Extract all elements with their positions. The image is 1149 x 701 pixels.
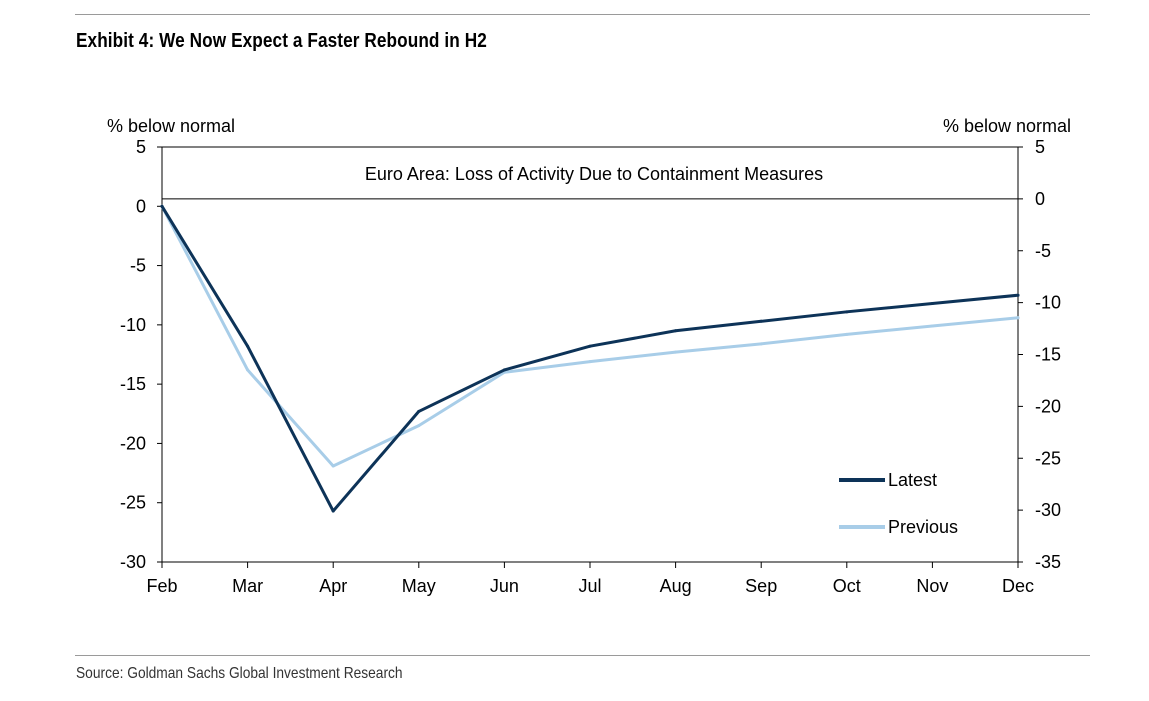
data-point-previous bbox=[417, 424, 421, 428]
y-left-tick-label: 0 bbox=[136, 196, 146, 216]
data-point-previous bbox=[759, 342, 763, 346]
data-point-latest bbox=[502, 368, 506, 372]
top-rule bbox=[75, 14, 1090, 15]
x-tick-label: Apr bbox=[319, 576, 347, 596]
x-tick-label: Jul bbox=[578, 576, 601, 596]
exhibit-title: Exhibit 4: We Now Expect a Faster Reboun… bbox=[76, 30, 487, 52]
y-right-tick-label: 5 bbox=[1035, 137, 1045, 157]
data-point-latest bbox=[845, 310, 849, 314]
y-axis-label-left: % below normal bbox=[107, 116, 235, 136]
y-axis-label-right: % below normal bbox=[943, 116, 1071, 136]
data-point-previous bbox=[588, 360, 592, 364]
x-tick-label: May bbox=[402, 576, 436, 596]
y-right-tick-label: -10 bbox=[1035, 293, 1061, 313]
y-left-tick-label: -20 bbox=[120, 433, 146, 453]
y-right-tick-label: -15 bbox=[1035, 345, 1061, 365]
y-left-tick-label: -10 bbox=[120, 315, 146, 335]
legend-label-latest: Latest bbox=[888, 470, 937, 490]
x-tick-label: Aug bbox=[660, 576, 692, 596]
data-point-previous bbox=[674, 350, 678, 354]
x-tick-label: Sep bbox=[745, 576, 777, 596]
data-point-previous bbox=[1016, 316, 1020, 320]
data-point-latest bbox=[331, 509, 335, 513]
y-left-tick-label: 5 bbox=[136, 137, 146, 157]
y-right-tick-label: -5 bbox=[1035, 241, 1051, 261]
chart-title: Euro Area: Loss of Activity Due to Conta… bbox=[365, 164, 823, 184]
y-left-tick-label: -25 bbox=[120, 493, 146, 513]
y-left-tick-label: -5 bbox=[130, 256, 146, 276]
bottom-rule bbox=[75, 655, 1090, 656]
y-right-tick-label: -20 bbox=[1035, 396, 1061, 416]
series-line-latest bbox=[160, 204, 1020, 513]
y-left-tick-label: -30 bbox=[120, 552, 146, 572]
x-tick-label: Jun bbox=[490, 576, 519, 596]
x-tick-label: Dec bbox=[1002, 576, 1034, 596]
x-tick-label: Oct bbox=[833, 576, 861, 596]
y-right-tick-label: 0 bbox=[1035, 189, 1045, 209]
y-right-tick-label: -25 bbox=[1035, 448, 1061, 468]
x-tick-label: Mar bbox=[232, 576, 263, 596]
x-tick-label: Nov bbox=[916, 576, 948, 596]
data-point-previous bbox=[331, 464, 335, 468]
data-point-latest bbox=[674, 329, 678, 333]
y-right-tick-label: -30 bbox=[1035, 500, 1061, 520]
data-point-latest bbox=[160, 204, 164, 208]
data-point-previous bbox=[246, 368, 250, 372]
data-point-latest bbox=[1016, 293, 1020, 297]
data-point-latest bbox=[417, 409, 421, 413]
data-point-latest bbox=[759, 319, 763, 323]
plot-frame bbox=[161, 146, 1019, 563]
data-point-latest bbox=[588, 344, 592, 348]
x-tick-label: Feb bbox=[146, 576, 177, 596]
legend-label-previous: Previous bbox=[888, 517, 958, 537]
data-point-previous bbox=[845, 332, 849, 336]
y-left-tick-label: -15 bbox=[120, 374, 146, 394]
source-note: Source: Goldman Sachs Global Investment … bbox=[76, 665, 403, 682]
data-point-latest bbox=[930, 302, 934, 306]
data-point-latest bbox=[246, 344, 250, 348]
y-right-tick-label: -35 bbox=[1035, 552, 1061, 572]
data-point-previous bbox=[930, 324, 934, 328]
